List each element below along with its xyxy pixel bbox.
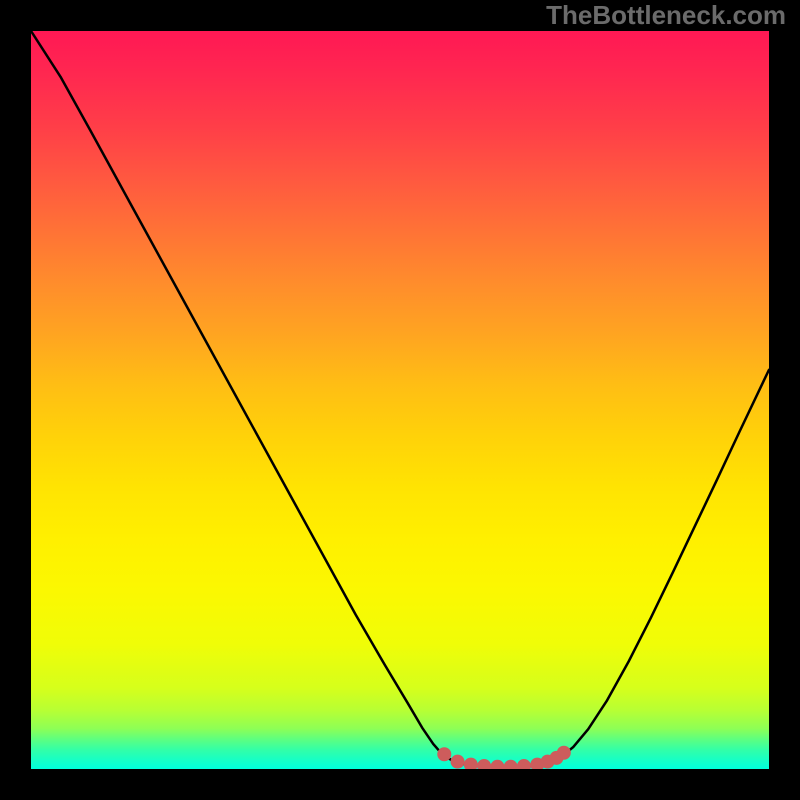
watermark-text: TheBottleneck.com (546, 0, 786, 31)
marker-group (438, 746, 571, 769)
curve-marker (517, 760, 530, 769)
curve-marker (464, 758, 477, 769)
plot-area (31, 31, 769, 769)
curve-marker (557, 746, 570, 759)
curve-marker (491, 760, 504, 769)
curve-marker (438, 748, 451, 761)
bottleneck-curve (31, 31, 769, 767)
chart-container: TheBottleneck.com (0, 0, 800, 800)
curve-marker (504, 760, 517, 769)
curve-marker (478, 760, 491, 769)
curve-svg-layer (31, 31, 769, 769)
curve-marker (451, 755, 464, 768)
